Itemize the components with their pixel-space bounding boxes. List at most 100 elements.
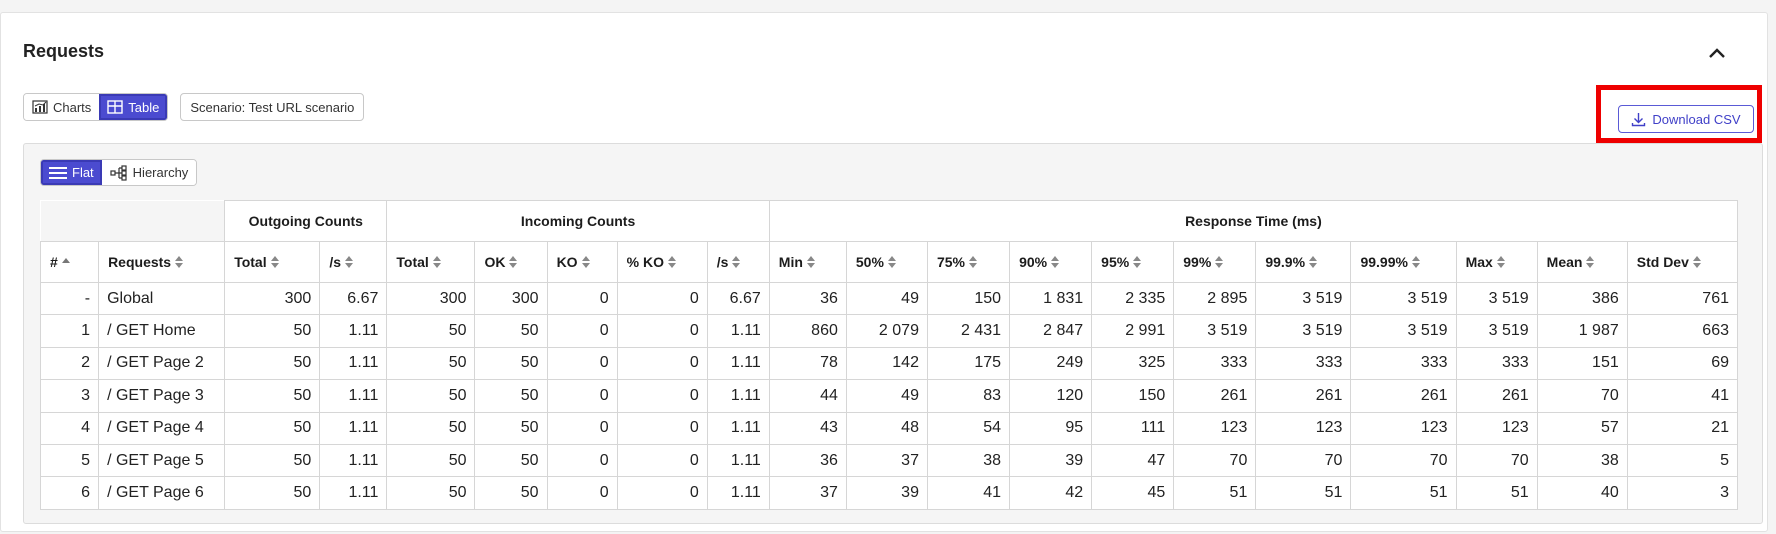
charts-button[interactable]: Charts — [24, 94, 100, 120]
table-cell: 1.11 — [319, 314, 388, 348]
table-cell: 0 — [616, 476, 708, 510]
table-cell: 142 — [845, 346, 928, 381]
column-header[interactable]: KO — [546, 241, 618, 283]
column-header[interactable]: 99.99% — [1350, 241, 1457, 283]
column-header[interactable]: /s — [319, 241, 388, 283]
hierarchy-button[interactable]: Hierarchy — [101, 160, 197, 185]
sort-icon — [345, 256, 353, 268]
table-cell: 83 — [926, 379, 1011, 413]
column-header-label: Total — [234, 254, 267, 270]
table-cell: 50 — [386, 314, 476, 348]
sort-icon — [887, 256, 896, 268]
download-highlight — [1596, 85, 1762, 143]
column-header-label: 50% — [855, 254, 884, 270]
column-header[interactable]: Total — [224, 241, 321, 283]
table-cell: 1.11 — [706, 443, 770, 478]
column-header-label: /s — [329, 254, 341, 270]
table-cell: 3 519 — [1455, 281, 1538, 316]
table-cell: 2 991 — [1091, 314, 1175, 348]
column-header[interactable]: 90% — [1009, 241, 1093, 283]
table-cell: 0 — [616, 443, 708, 478]
mode-toolbar: Flat Hierarchy — [40, 159, 198, 186]
table-cell: 78 — [768, 346, 847, 381]
column-header[interactable]: 75% — [926, 241, 1011, 283]
column-header[interactable]: /s — [706, 241, 770, 283]
column-header[interactable]: Min — [768, 241, 847, 283]
table-cell: 48 — [845, 411, 928, 445]
table-cell: 0 — [616, 281, 708, 316]
flat-button[interactable]: Flat — [41, 160, 102, 185]
table-cell: 0 — [546, 281, 618, 316]
sort-icon — [581, 256, 590, 268]
table-cell: 761 — [1626, 281, 1739, 316]
download-icon — [1632, 112, 1646, 126]
table-cell: 2 431 — [926, 314, 1011, 348]
scenario-selector[interactable]: Scenario: Test URL scenario — [180, 93, 365, 121]
table-cell: 261 — [1173, 379, 1257, 413]
table-row[interactable]: - Global 300 6.67 300 300 0 0 6.67 36 49 150 1 831 2 … — [39, 281, 1739, 316]
chevron-up-icon — [1709, 48, 1725, 58]
table-cell: 70 — [1536, 379, 1628, 413]
column-header[interactable]: % KO — [616, 241, 708, 283]
table-row[interactable]: 3/ GET Page 3 50 1.11 50 50 0 0 1.11 44 49 83 120 15… — [39, 379, 1739, 413]
table-cell: 2 — [39, 346, 100, 381]
table-cell: 2 079 — [845, 314, 928, 348]
table-row[interactable]: 6/ GET Page 6 50 1.11 50 50 0 0 1.11 37 39 41 42 45 5… — [39, 476, 1739, 510]
column-header[interactable]: 95% — [1091, 241, 1175, 283]
column-header[interactable]: 99% — [1173, 241, 1257, 283]
column-header-label: 99.99% — [1360, 254, 1408, 270]
column-header[interactable]: Max — [1455, 241, 1538, 283]
table-row[interactable]: 4/ GET Page 4 50 1.11 50 50 0 0 1.11 43 48 54 95 111… — [39, 411, 1739, 445]
sort-icon — [270, 256, 279, 268]
column-header[interactable]: Total — [386, 241, 476, 283]
table-cell: 50 — [224, 411, 321, 445]
column-header[interactable]: Std Dev — [1626, 241, 1739, 283]
table-cell: 300 — [474, 281, 548, 316]
table-button[interactable]: Table — [99, 94, 168, 120]
table-cell: 0 — [616, 314, 708, 348]
table-cell: 0 — [546, 443, 618, 478]
column-header[interactable]: 99.9% — [1255, 241, 1352, 283]
column-header[interactable]: # — [39, 241, 100, 283]
mode-toggle: Flat Hierarchy — [40, 159, 198, 186]
table-cell: 1.11 — [319, 411, 388, 445]
column-header[interactable]: OK — [474, 241, 548, 283]
column-header[interactable]: Mean — [1536, 241, 1628, 283]
table-cell: 0 — [546, 476, 618, 510]
table-cell: 50 — [224, 476, 321, 510]
table-cell: 50 — [386, 379, 476, 413]
column-header-label: OK — [484, 254, 506, 270]
group-header-response: Response Time (ms) — [768, 200, 1739, 242]
table-row[interactable]: 1/ GET Home 50 1.11 50 50 0 0 1.11 860 2 079 2 431… — [39, 314, 1739, 348]
column-header-label: 99.9% — [1265, 254, 1306, 270]
column-header-label: KO — [556, 254, 578, 270]
table-cell: 1 — [39, 314, 100, 348]
collapse-button[interactable] — [1705, 43, 1729, 63]
column-header[interactable]: 50% — [845, 241, 928, 283]
group-header-blank — [40, 200, 226, 242]
table-cell: 54 — [926, 411, 1011, 445]
table-row[interactable]: 5/ GET Page 5 50 1.11 50 50 0 0 1.11 36 37 38 39 47 7… — [39, 443, 1739, 478]
table-cell: 5 — [39, 443, 100, 478]
table-cell: 41 — [1626, 379, 1739, 413]
table-cell: 39 — [845, 476, 928, 510]
table-row[interactable]: 2/ GET Page 2 50 1.11 50 50 0 0 1.11 78 142 175 249… — [39, 346, 1739, 381]
sort-asc-icon — [61, 256, 70, 268]
download-csv-button[interactable]: Download CSV — [1618, 105, 1754, 133]
sort-icon — [1692, 256, 1701, 268]
table-cell: 3 519 — [1350, 314, 1457, 348]
column-header-label: Requests — [108, 254, 172, 270]
table-cell: 40 — [1536, 476, 1628, 510]
table-cell: 50 — [474, 443, 548, 478]
table-cell: 4 — [39, 411, 100, 445]
table-cell: 325 — [1091, 346, 1175, 381]
column-header[interactable]: Requests — [98, 241, 226, 283]
table-cell: 39 — [1009, 443, 1093, 478]
group-header-outgoing: Outgoing Counts — [224, 200, 388, 242]
column-header-label: # — [50, 254, 58, 270]
table-cell: 123 — [1255, 411, 1352, 445]
requests-card: Requests Charts Table Scenario: Test URL… — [0, 12, 1768, 532]
table-cell: 50 — [224, 314, 321, 348]
table-cell: / GET Home — [98, 314, 226, 348]
column-header-label: /s — [716, 254, 729, 270]
